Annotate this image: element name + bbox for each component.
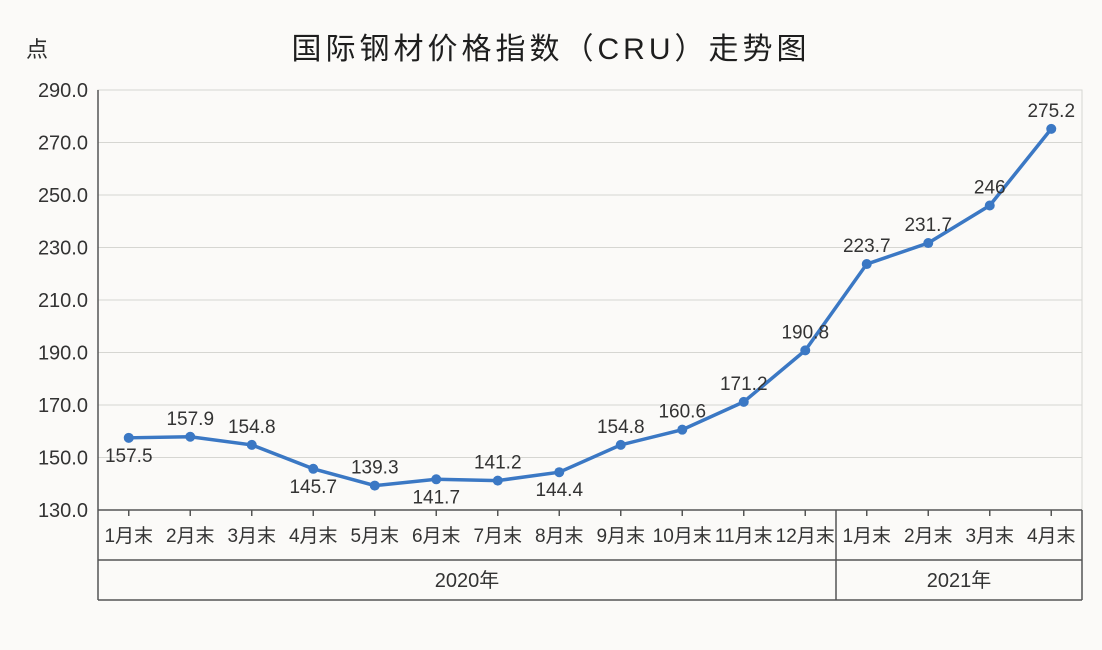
data-label: 223.7 <box>843 236 891 257</box>
data-marker <box>862 259 872 269</box>
data-marker <box>308 464 318 474</box>
data-label: 154.8 <box>597 417 645 438</box>
data-marker <box>616 440 626 450</box>
x-tick-label: 4月末 <box>1027 525 1076 547</box>
data-label: 157.5 <box>105 446 153 467</box>
x-group-label: 2021年 <box>927 569 992 592</box>
data-marker <box>985 201 995 211</box>
x-tick-label: 11月末 <box>715 525 773 547</box>
data-label: 246 <box>974 178 1006 199</box>
data-marker <box>185 432 195 442</box>
data-label: 231.7 <box>904 215 952 236</box>
y-tick-label: 270.0 <box>38 133 88 155</box>
x-tick-label: 1月末 <box>842 525 891 547</box>
data-label: 157.9 <box>166 409 214 430</box>
y-tick-label: 250.0 <box>38 185 88 207</box>
data-label: 275.2 <box>1027 101 1075 122</box>
y-tick-label: 150.0 <box>38 448 88 470</box>
data-marker <box>800 345 810 355</box>
x-tick-label: 2月末 <box>166 525 215 547</box>
data-label: 144.4 <box>535 480 583 501</box>
x-tick-label: 8月末 <box>535 525 584 547</box>
y-tick-label: 190.0 <box>38 343 88 365</box>
y-tick-label: 230.0 <box>38 238 88 260</box>
data-marker <box>431 474 441 484</box>
data-label: 160.6 <box>658 402 706 423</box>
data-label: 139.3 <box>351 458 399 479</box>
data-label: 171.2 <box>720 374 768 395</box>
data-marker <box>554 467 564 477</box>
x-tick-label: 2月末 <box>904 525 953 547</box>
y-tick-label: 290.0 <box>38 80 88 102</box>
x-tick-label: 3月末 <box>227 525 276 547</box>
x-tick-label: 12月末 <box>776 525 835 547</box>
data-label: 190.8 <box>781 322 829 343</box>
x-tick-label: 7月末 <box>473 525 522 547</box>
x-tick-label: 9月末 <box>596 525 645 547</box>
data-marker <box>370 481 380 491</box>
x-group-label: 2020年 <box>435 569 500 592</box>
y-tick-label: 170.0 <box>38 395 88 417</box>
y-tick-label: 210.0 <box>38 290 88 312</box>
x-tick-label: 4月末 <box>289 525 338 547</box>
data-marker <box>1046 124 1056 134</box>
data-marker <box>923 238 933 248</box>
x-tick-label: 6月末 <box>412 525 461 547</box>
x-tick-label: 3月末 <box>965 525 1014 547</box>
data-label: 145.7 <box>289 477 337 498</box>
x-tick-label: 1月末 <box>104 525 153 547</box>
data-label: 141.2 <box>474 453 522 474</box>
x-tick-label: 5月末 <box>350 525 399 547</box>
x-tick-label: 10月末 <box>653 525 712 547</box>
data-marker <box>247 440 257 450</box>
data-marker <box>124 433 134 443</box>
data-marker <box>677 425 687 435</box>
data-label: 141.7 <box>412 487 460 508</box>
data-label: 154.8 <box>228 417 276 438</box>
data-marker <box>493 476 503 486</box>
data-marker <box>739 397 749 407</box>
y-tick-label: 130.0 <box>38 500 88 522</box>
cru-line-chart: 130.0 150.0 170.0 190.0 210.0 230.0 250.0 270.0… <box>0 0 1102 650</box>
